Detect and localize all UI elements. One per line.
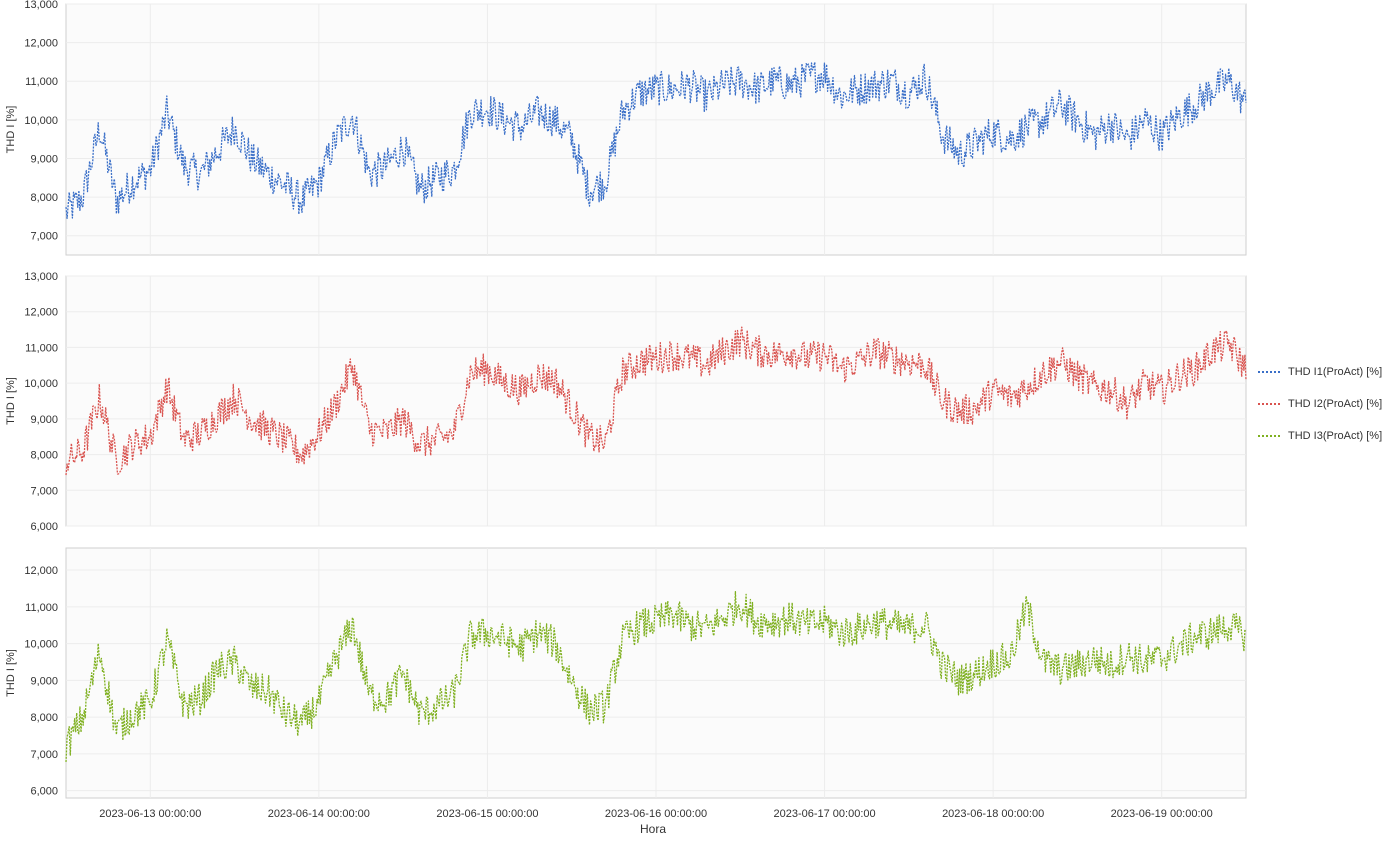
legend: THD I1(ProAct) [%] THD I2(ProAct) [%] TH… [1258,356,1382,452]
y-axis-title: THD I [%] [5,106,17,154]
y-tick-label: 8,000 [30,450,58,462]
y-tick-label: 6,000 [30,521,58,533]
y-tick-label: 9,000 [30,153,58,165]
legend-item-i1[interactable]: THD I1(ProAct) [%] [1258,356,1382,388]
y-tick-label: 7,000 [30,231,58,243]
series-line-3 [65,590,1247,763]
x-tick-label: 2023-06-19 00:00:00 [1111,808,1213,820]
legend-item-i2[interactable]: THD I2(ProAct) [%] [1258,388,1382,420]
y-tick-label: 9,000 [30,414,58,426]
y-tick-label: 13,000 [24,271,58,283]
y-tick-label: 8,000 [30,712,58,724]
series-line-1 [65,61,1247,219]
x-tick-label: 2023-06-18 00:00:00 [942,808,1044,820]
y-tick-label: 10,000 [24,115,58,127]
legend-item-i3[interactable]: THD I3(ProAct) [%] [1258,420,1382,452]
y-tick-label: 13,000 [24,0,58,11]
y-tick-label: 11,000 [25,602,58,614]
legend-label-i1: THD I1(ProAct) [%] [1288,366,1383,378]
legend-label-i2: THD I2(ProAct) [%] [1288,398,1383,410]
y-tick-label: 11,000 [25,342,58,354]
x-tick-label: 2023-06-14 00:00:00 [268,808,370,820]
x-tick-label: 2023-06-13 00:00:00 [99,808,201,820]
x-axis-title: Hora [640,822,667,836]
y-tick-label: 12,000 [24,38,58,50]
y-tick-label: 7,000 [30,749,58,761]
y-tick-label: 10,000 [24,378,58,390]
y-tick-label: 12,000 [24,565,58,577]
y-tick-label: 12,000 [24,307,58,319]
y-tick-label: 6,000 [30,786,58,798]
legend-swatch-i2 [1258,403,1280,405]
y-tick-label: 8,000 [30,192,58,204]
y-axis-title: THD I [%] [5,377,17,425]
y-tick-label: 9,000 [30,675,58,687]
x-tick-label: 2023-06-17 00:00:00 [773,808,875,820]
legend-label-i3: THD I3(ProAct) [%] [1288,430,1383,442]
x-tick-label: 2023-06-15 00:00:00 [436,808,538,820]
y-tick-label: 10,000 [24,639,58,651]
legend-swatch-i1 [1258,371,1280,373]
series-line-2 [65,326,1247,476]
y-axis-title: THD I [%] [5,649,17,697]
x-tick-label: 2023-06-16 00:00:00 [605,808,707,820]
y-tick-label: 7,000 [30,485,58,497]
y-tick-label: 11,000 [25,76,58,88]
legend-swatch-i3 [1258,435,1280,437]
